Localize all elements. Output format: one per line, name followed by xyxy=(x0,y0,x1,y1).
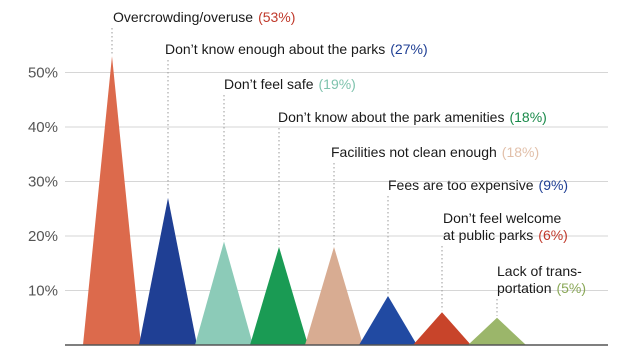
bar-triangle xyxy=(359,295,417,345)
category-label-line: portation xyxy=(497,280,551,296)
category-label-line: Don’t know about the park amenities xyxy=(278,109,504,125)
y-tick-label: 50% xyxy=(28,65,58,82)
category-labels: Overcrowding/overuse (53%) Don’t know enou… xyxy=(113,9,586,296)
category-label: Don’t feel welcome at public parks (6%) xyxy=(443,210,568,243)
category-label-line: Fees are too expensive xyxy=(388,177,534,193)
y-tick-label: 30% xyxy=(28,174,58,191)
category-label-line: Don’t feel safe xyxy=(224,76,314,92)
category-label-line: at public parks xyxy=(443,227,533,243)
gridlines xyxy=(65,72,608,291)
bar-triangle xyxy=(250,246,308,345)
value-label: (9%) xyxy=(539,177,569,193)
value-label: (27%) xyxy=(390,41,427,57)
category-label: Don’t know about the park amenities (18%) xyxy=(278,109,547,125)
triangle-bars xyxy=(83,56,526,346)
category-label: Don’t feel safe (19%) xyxy=(224,76,356,92)
category-label-line: Don’t know enough about the parks xyxy=(165,41,385,57)
y-tick-label: 20% xyxy=(28,228,58,245)
bar-triangle xyxy=(413,312,471,345)
category-label-line: Overcrowding/overuse xyxy=(113,9,253,25)
category-label-line: Don’t feel welcome xyxy=(443,210,561,226)
category-label-line: Lack of trans- xyxy=(497,263,582,279)
category-label: Don’t know enough about the parks (27%) xyxy=(165,41,428,57)
value-label: (18%) xyxy=(509,109,546,125)
y-tick-label: 40% xyxy=(28,119,58,136)
leader-lines xyxy=(111,28,498,316)
value-label: (18%) xyxy=(502,144,539,160)
bar-triangle xyxy=(83,56,141,346)
value-label: (53%) xyxy=(258,9,295,25)
category-label-line: Facilities not clean enough xyxy=(331,144,497,160)
category-label: Facilities not clean enough (18%) xyxy=(331,144,539,160)
bar-triangle xyxy=(468,317,526,345)
category-label: Overcrowding/overuse (53%) xyxy=(113,9,295,25)
bar-triangle xyxy=(195,241,253,345)
value-label: (19%) xyxy=(319,76,356,92)
category-label: Fees are too expensive (9%) xyxy=(388,177,568,193)
y-tick-label: 10% xyxy=(28,283,58,300)
bar-triangle xyxy=(305,246,363,345)
bar-triangle xyxy=(139,197,197,345)
value-label: (6%) xyxy=(538,227,568,243)
category-label: Lack of trans-portation (5%) xyxy=(497,263,586,296)
value-label: (5%) xyxy=(556,280,586,296)
y-axis-ticks: 10% 20% 30% 40% 50% xyxy=(28,65,58,300)
